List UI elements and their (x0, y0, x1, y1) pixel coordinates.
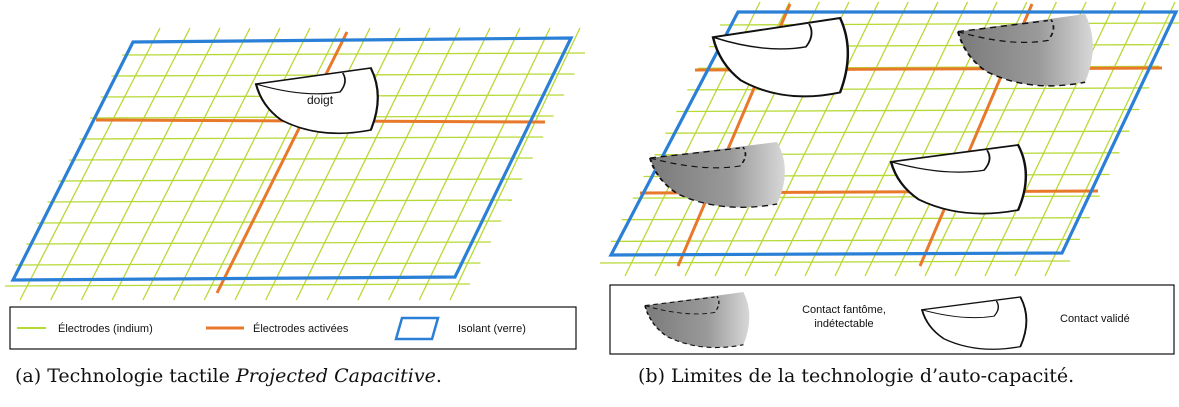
legend-insulator-swatch (394, 316, 440, 341)
electrode-row (36, 220, 502, 224)
legend-insulator-label: Isolant (verre) (458, 323, 526, 335)
electrode-column (80, 27, 221, 301)
caption-a-suffix: . (435, 365, 442, 387)
electrode-column (1014, 1, 1146, 277)
electrode-row (599, 260, 1071, 264)
electrode-row (26, 241, 491, 245)
electrode-row (79, 136, 544, 140)
electrode-column (804, 1, 939, 277)
electrode-row (15, 262, 481, 266)
legend-ghost-label-line2: indétectable (814, 318, 873, 330)
activated-electrode-col-a (215, 31, 349, 294)
insulator-glass-a (10, 36, 574, 282)
electrode-row (4, 283, 471, 287)
legend-activated-label: Électrodes activées (253, 322, 349, 335)
caption-a: (a) Technologie tactile Projected Capaci… (15, 365, 442, 387)
electrode-row (610, 238, 1080, 243)
legend-ghost-label-line1: Contact fantôme, (802, 304, 886, 316)
electrode-column (326, 27, 461, 301)
electrode-column (449, 27, 581, 301)
electrode-column (265, 27, 401, 301)
electrode-column (388, 27, 521, 301)
caption-a-italic: Projected Capacitive (235, 365, 436, 387)
electrode-row (665, 130, 1130, 134)
electrode-column (142, 27, 281, 301)
electrode-grid-a (4, 27, 586, 301)
electrode-column (203, 27, 341, 301)
electrode-column (1044, 1, 1176, 277)
electrode-column (834, 1, 969, 277)
legend-a-box (9, 306, 577, 350)
electrode-column (418, 27, 551, 301)
electrode-column (744, 1, 880, 277)
electrode-row (121, 52, 586, 56)
legend-electrodes-label: Électrodes (indium) (58, 322, 153, 335)
valid-contact-2 (889, 143, 1028, 215)
electrode-row (58, 178, 523, 182)
electrode-row (68, 157, 533, 161)
electrode-column (173, 27, 311, 301)
figure-b-panel: Contact fantôme, indétectable Contact va… (599, 1, 1179, 355)
ghost-contact-1 (956, 12, 1094, 87)
electrode-column (295, 27, 431, 301)
electrode-row (676, 108, 1140, 113)
electrode-row (621, 217, 1090, 221)
electrode-column (984, 1, 1117, 277)
legend-valid-label: Contact validé (1060, 313, 1130, 325)
finger-label: doigt (307, 93, 334, 107)
figure-a-panel: doigt Électrodes (indium) Électrodes act… (4, 27, 586, 350)
electrode-column (19, 27, 161, 301)
electrode-column (234, 27, 371, 301)
electrode-column (357, 27, 491, 301)
insulator-glass-b (608, 10, 1179, 257)
electrode-row (47, 199, 512, 203)
electrode-column (50, 27, 191, 301)
electrode-column (774, 1, 909, 277)
caption-a-prefix: (a) Technologie tactile (15, 365, 236, 387)
caption-b: (b) Limites de la technologie d’auto-cap… (638, 365, 1075, 387)
electrode-row (719, 22, 1179, 26)
electrode-column (111, 27, 251, 301)
valid-contact-1 (711, 16, 850, 98)
